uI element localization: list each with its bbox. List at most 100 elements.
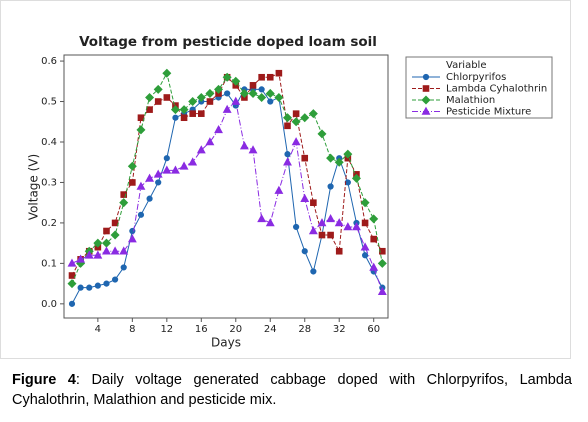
point xyxy=(120,264,127,271)
point xyxy=(180,114,188,122)
point xyxy=(77,284,84,291)
point xyxy=(248,145,258,154)
y-tick-label: 0.5 xyxy=(41,97,57,108)
point xyxy=(68,300,76,307)
point xyxy=(343,149,353,159)
point xyxy=(317,218,327,227)
point xyxy=(370,235,377,243)
legend-marker xyxy=(422,85,430,92)
point xyxy=(120,191,128,198)
point xyxy=(301,154,309,162)
point xyxy=(170,105,180,115)
x-tick-label: 32 xyxy=(333,324,346,335)
point xyxy=(67,279,77,289)
point xyxy=(360,242,370,251)
point xyxy=(310,268,317,275)
point xyxy=(361,252,369,259)
plot-area xyxy=(63,54,389,319)
y-tick-label: 0.3 xyxy=(41,177,57,188)
point xyxy=(352,222,361,231)
point xyxy=(145,173,155,182)
point xyxy=(189,110,196,117)
point xyxy=(86,284,93,291)
caption-text: : Daily voltage generated cabbage doped … xyxy=(12,372,572,408)
point xyxy=(137,114,145,122)
point xyxy=(274,185,284,194)
y-tick-label: 0.1 xyxy=(41,258,57,269)
point xyxy=(284,151,291,158)
point xyxy=(257,214,267,223)
point xyxy=(308,109,318,119)
point xyxy=(266,73,274,81)
point xyxy=(154,98,162,105)
point xyxy=(377,286,387,295)
point xyxy=(231,76,241,86)
point xyxy=(317,129,327,139)
x-tick-label: 12 xyxy=(160,324,173,335)
point xyxy=(112,276,119,283)
point xyxy=(283,157,292,166)
point xyxy=(334,218,344,227)
x-axis-label: Days xyxy=(211,336,241,350)
point xyxy=(265,218,275,227)
point xyxy=(214,125,223,134)
point xyxy=(153,169,163,178)
x-tick-label: 60 xyxy=(367,324,380,335)
y-tick-label: 0.6 xyxy=(41,56,57,67)
point xyxy=(119,246,129,255)
point xyxy=(170,165,180,174)
point xyxy=(153,84,163,94)
point xyxy=(300,193,310,202)
point xyxy=(291,117,301,127)
point xyxy=(308,226,318,235)
x-tick-label: 20 xyxy=(229,324,242,335)
x-tick-label: 28 xyxy=(298,324,311,335)
point xyxy=(351,173,361,183)
x-tick-label: 4 xyxy=(95,324,101,335)
point xyxy=(239,88,249,98)
legend-marker xyxy=(421,106,431,115)
point xyxy=(335,247,343,255)
legend-marker xyxy=(421,95,431,105)
point xyxy=(127,234,137,243)
point xyxy=(222,104,232,113)
point xyxy=(310,199,317,206)
point xyxy=(188,97,198,107)
legend-marker xyxy=(422,73,430,81)
point xyxy=(84,250,94,259)
point xyxy=(94,282,101,289)
legend-label: Chlorpyrifos xyxy=(446,72,506,83)
point xyxy=(162,165,172,174)
point xyxy=(205,88,215,98)
point xyxy=(179,161,189,170)
point xyxy=(145,92,155,102)
point xyxy=(361,219,369,227)
x-tick-label: 16 xyxy=(195,324,208,335)
point xyxy=(326,214,336,223)
legend-label: Malathion xyxy=(446,95,495,106)
chart: Voltage from pesticide doped loam soil D… xyxy=(0,0,571,359)
y-tick-label: 0.4 xyxy=(41,137,57,148)
point xyxy=(214,84,224,94)
caption-label: Figure 4 xyxy=(12,372,76,388)
chart-title: Voltage from pesticide doped loam soil xyxy=(79,34,377,50)
point xyxy=(155,179,162,186)
point xyxy=(136,181,146,190)
point xyxy=(68,272,76,279)
point xyxy=(274,92,284,102)
point xyxy=(103,227,110,235)
y-tick-label: 0.2 xyxy=(41,218,57,229)
point xyxy=(102,246,111,255)
point xyxy=(231,96,241,105)
point xyxy=(292,110,300,117)
point xyxy=(239,141,249,150)
point xyxy=(258,73,265,81)
legend-label: Lambda Cyhalothrin xyxy=(446,84,547,95)
point xyxy=(205,137,215,146)
point xyxy=(127,161,137,171)
point xyxy=(291,137,301,146)
point xyxy=(136,125,146,135)
point xyxy=(343,222,353,231)
point xyxy=(196,145,206,154)
